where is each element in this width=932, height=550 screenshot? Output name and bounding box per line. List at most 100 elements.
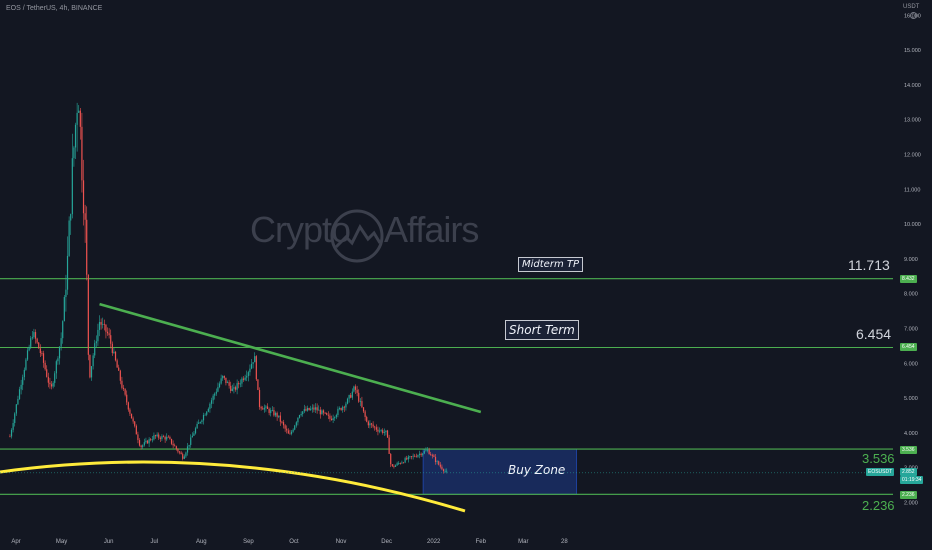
- candle-body: [370, 423, 373, 425]
- candle-body: [366, 416, 368, 422]
- candle-body: [98, 322, 101, 330]
- candle-body: [100, 322, 102, 325]
- candle-body: [332, 418, 334, 421]
- candle-body: [127, 402, 129, 410]
- candle-body: [39, 348, 41, 354]
- candle-body: [290, 431, 293, 434]
- candle-body: [66, 255, 69, 290]
- candle-body: [410, 456, 413, 458]
- candle-body: [316, 407, 318, 411]
- candle-body: [324, 412, 326, 414]
- candle-body: [271, 410, 273, 411]
- candle-body: [426, 449, 429, 451]
- candle-body: [249, 368, 251, 373]
- candle-body: [444, 470, 446, 472]
- candle-body: [372, 424, 374, 427]
- candle-body: [300, 414, 302, 416]
- candle-body: [140, 445, 142, 448]
- candle-body: [348, 395, 350, 399]
- candle-body: [74, 124, 77, 148]
- candle-body: [246, 376, 248, 378]
- candle-body: [383, 432, 385, 434]
- midterm-tp-label[interactable]: Midterm TP: [518, 257, 583, 272]
- candle-body: [263, 407, 265, 410]
- symbol-title[interactable]: EOS / TetherUS, 4h, BINANCE: [6, 5, 103, 12]
- candle-body: [167, 436, 169, 438]
- candle-body: [9, 436, 11, 438]
- candle-body: [418, 453, 421, 456]
- candle-body: [273, 410, 275, 416]
- candle-body: [375, 427, 377, 430]
- candle-body: [158, 434, 160, 438]
- candle-body: [420, 453, 422, 456]
- candle-body: [78, 110, 80, 113]
- candle-body: [278, 415, 280, 417]
- x-tick-label: May: [56, 539, 67, 545]
- candle-body: [252, 362, 254, 364]
- candle-body: [406, 458, 408, 460]
- candle-body: [242, 378, 245, 380]
- candle-body: [185, 452, 187, 457]
- support-arc: [0, 460, 466, 513]
- short-term-value: 6.454: [856, 326, 892, 342]
- candle-body: [170, 438, 173, 444]
- candle-body: [73, 147, 75, 159]
- candle-body: [17, 399, 19, 405]
- y-tick-label: 6.000: [904, 361, 918, 367]
- buy-zone-label[interactable]: Buy Zone: [508, 463, 566, 477]
- candle-body: [391, 464, 393, 467]
- candle-body: [162, 436, 165, 438]
- candle-body: [196, 423, 198, 429]
- candle-body: [417, 455, 419, 457]
- candle-body: [359, 401, 361, 402]
- candle-body: [70, 214, 72, 221]
- candle-body: [186, 446, 189, 453]
- x-tick-label: Feb: [476, 539, 487, 545]
- settings-icon[interactable]: [910, 12, 917, 19]
- candle-body: [386, 430, 389, 438]
- candle-body: [198, 422, 200, 424]
- short-term-label[interactable]: Short Term: [505, 320, 579, 340]
- candle-body: [295, 422, 297, 426]
- candle-body: [106, 331, 109, 334]
- candle-body: [276, 412, 278, 417]
- candle-body: [361, 401, 363, 408]
- candle-body: [217, 387, 219, 392]
- candle-body: [220, 378, 222, 384]
- candle-body: [423, 451, 425, 454]
- candle-body: [214, 393, 216, 396]
- candle-body: [343, 406, 345, 408]
- resistance-trendline: [99, 302, 482, 414]
- candle-body: [228, 382, 230, 386]
- candle-body: [145, 440, 147, 443]
- candle-body: [409, 456, 411, 458]
- candle-body: [446, 470, 448, 472]
- x-tick-label: Dec: [381, 539, 392, 545]
- candle-body: [111, 343, 113, 353]
- candle-body: [20, 384, 22, 390]
- candle-body: [342, 406, 344, 411]
- candle-body: [94, 343, 96, 356]
- y-tick-label: 7.000: [904, 327, 918, 333]
- candle-body: [434, 456, 437, 463]
- candle-body: [279, 415, 281, 422]
- candle-body: [346, 398, 349, 404]
- candle-body: [262, 408, 264, 410]
- candle-body: [218, 383, 221, 388]
- candle-body: [151, 439, 153, 441]
- candle-body: [105, 324, 107, 332]
- candle-body: [14, 413, 16, 424]
- candle-body: [121, 380, 123, 388]
- candle-body: [46, 369, 48, 377]
- candle-body: [433, 455, 435, 457]
- candle-body: [297, 417, 299, 423]
- candle-body: [12, 423, 14, 430]
- candle-body: [257, 379, 259, 391]
- candle-body: [281, 421, 283, 423]
- candle-body: [394, 465, 397, 467]
- candle-body: [319, 409, 321, 415]
- candle-body: [412, 455, 414, 457]
- candle-body: [407, 456, 409, 460]
- candle-body: [322, 410, 325, 413]
